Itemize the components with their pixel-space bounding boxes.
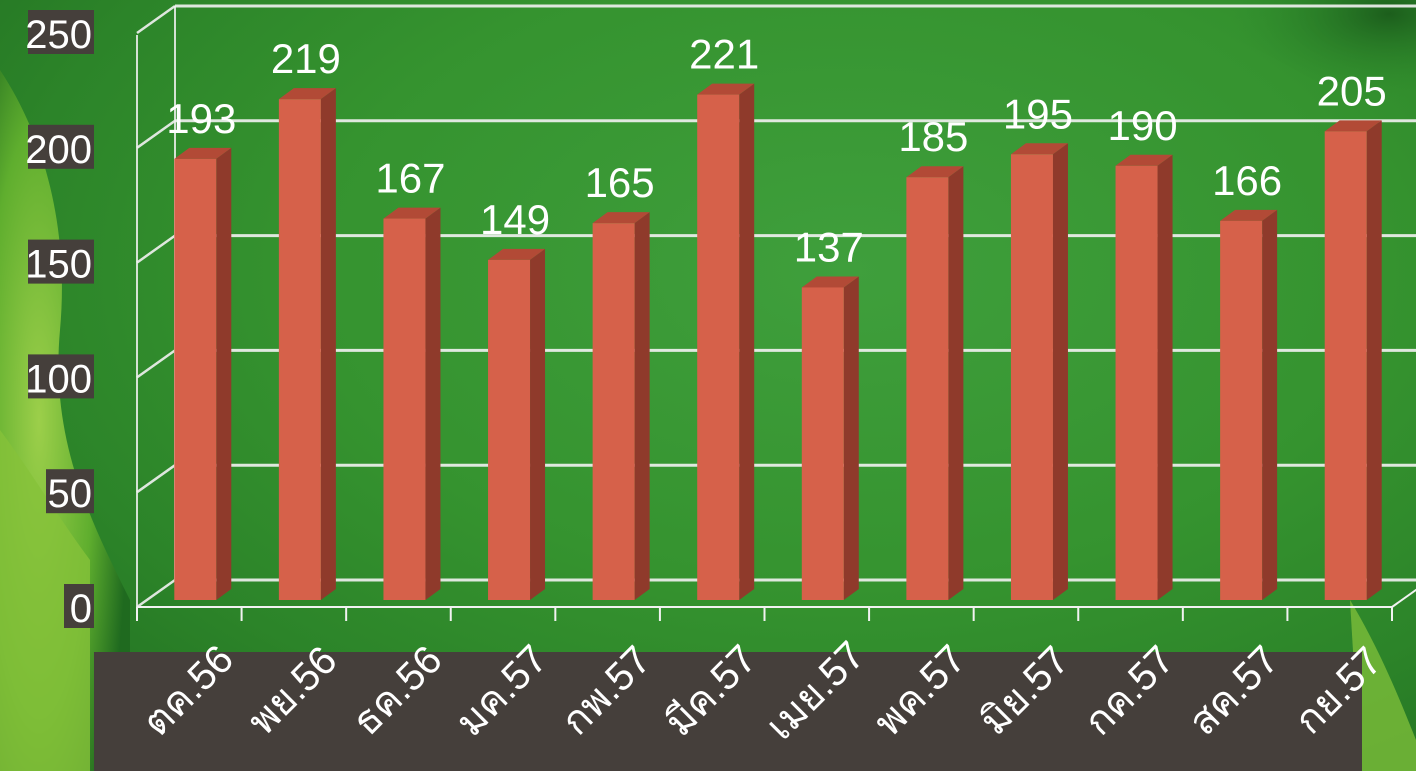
bar-1: [278, 88, 336, 601]
data-label-0: 193: [166, 95, 236, 142]
bar-5: [697, 83, 755, 601]
bar-top-2: [383, 207, 441, 219]
bar-side-10: [1262, 209, 1278, 600]
bar-top-11: [1324, 120, 1382, 132]
bar-4: [592, 212, 650, 600]
data-label-10: 166: [1212, 157, 1282, 204]
bar-front-2: [383, 218, 426, 600]
bar-2: [383, 207, 441, 600]
gridline-diagonal-200: [136, 119, 176, 149]
bar-3: [488, 248, 546, 600]
bar-side-6: [843, 276, 859, 600]
bar-side-1: [320, 88, 336, 601]
bar-top-4: [592, 212, 650, 224]
y-tick-bg-50: [46, 469, 94, 514]
bar-side-7: [948, 166, 964, 601]
data-label-8: 195: [1003, 90, 1073, 137]
y-tick-bg-0: [64, 584, 94, 628]
bar-side-9: [1157, 154, 1173, 600]
bar-top-3: [488, 248, 546, 260]
bar-side-0: [216, 147, 232, 600]
bar-top-1: [278, 88, 336, 100]
bar-top-0: [174, 147, 232, 159]
y-tick-bg-150: [28, 239, 94, 284]
gridline-diagonal-50: [136, 464, 176, 494]
bar-front-1: [278, 99, 321, 601]
bar-7: [906, 166, 964, 601]
y-tick-label-100: 100: [25, 357, 92, 401]
bar-top-9: [1115, 154, 1173, 166]
y-tick-label-200: 200: [25, 128, 92, 172]
bar-top-7: [906, 166, 964, 178]
gridline-diagonal-250: [136, 4, 176, 35]
bar-front-9: [1115, 165, 1158, 600]
gridline-diagonal-150: [136, 234, 176, 264]
y-tick-bg-250: [28, 10, 94, 54]
data-label-2: 167: [375, 155, 445, 202]
floor-side-edge: [1391, 588, 1416, 608]
bar-front-11: [1324, 131, 1367, 600]
data-label-11: 205: [1317, 67, 1387, 114]
data-label-1: 219: [271, 35, 341, 82]
bar-11: [1324, 120, 1382, 600]
bar-side-4: [634, 212, 650, 600]
bar-10: [1220, 209, 1278, 600]
bar-8: [1010, 143, 1068, 600]
y-axis: 0 50 100 150 200 250: [25, 10, 94, 631]
bar-front-5: [697, 94, 740, 601]
bar-front-0: [174, 158, 217, 600]
bar-top-10: [1220, 209, 1278, 221]
bar-top-6: [801, 276, 859, 288]
gridline-diagonal-100: [136, 349, 176, 379]
bar-side-8: [1052, 143, 1068, 600]
bar-side-2: [425, 207, 441, 600]
x-axis: ตค.56พย.56ธค.56มค.57กพ.57มีค.57เมย.57พค.…: [94, 607, 1393, 771]
y-tick-label-50: 50: [48, 472, 93, 516]
bar-9: [1115, 154, 1173, 600]
bar-side-3: [530, 248, 546, 600]
y-tick-bg-200: [28, 124, 94, 169]
data-label-9: 190: [1108, 102, 1178, 149]
gridline-diagonal-0: [136, 578, 176, 609]
bar-front-4: [592, 223, 635, 600]
data-labels: 193 219 167 149 165 221 137 185 195 190 166 205: [166, 31, 1386, 271]
bar-front-3: [488, 259, 531, 600]
data-label-7: 185: [898, 113, 968, 160]
bar-6: [801, 276, 859, 600]
data-label-3: 149: [480, 196, 550, 243]
y-tick-label-0: 0: [70, 587, 92, 631]
bar-side-5: [739, 83, 755, 601]
bar-front-8: [1010, 154, 1053, 600]
bar-front-6: [801, 287, 844, 600]
y-tick-label-250: 250: [25, 13, 92, 57]
y-tick-label-150: 150: [25, 243, 92, 287]
bar-front-10: [1220, 220, 1263, 600]
data-label-4: 165: [585, 159, 655, 206]
data-label-5: 221: [689, 31, 759, 78]
bar-side-11: [1366, 120, 1382, 600]
data-label-6: 137: [794, 223, 864, 270]
bar-0: [174, 147, 232, 600]
y-tick-bg-100: [28, 354, 94, 399]
bar-top-8: [1010, 143, 1068, 155]
bar-front-7: [906, 177, 949, 601]
bar-top-5: [697, 83, 755, 95]
bars: [174, 83, 1382, 601]
x-label-band: [94, 652, 1362, 771]
